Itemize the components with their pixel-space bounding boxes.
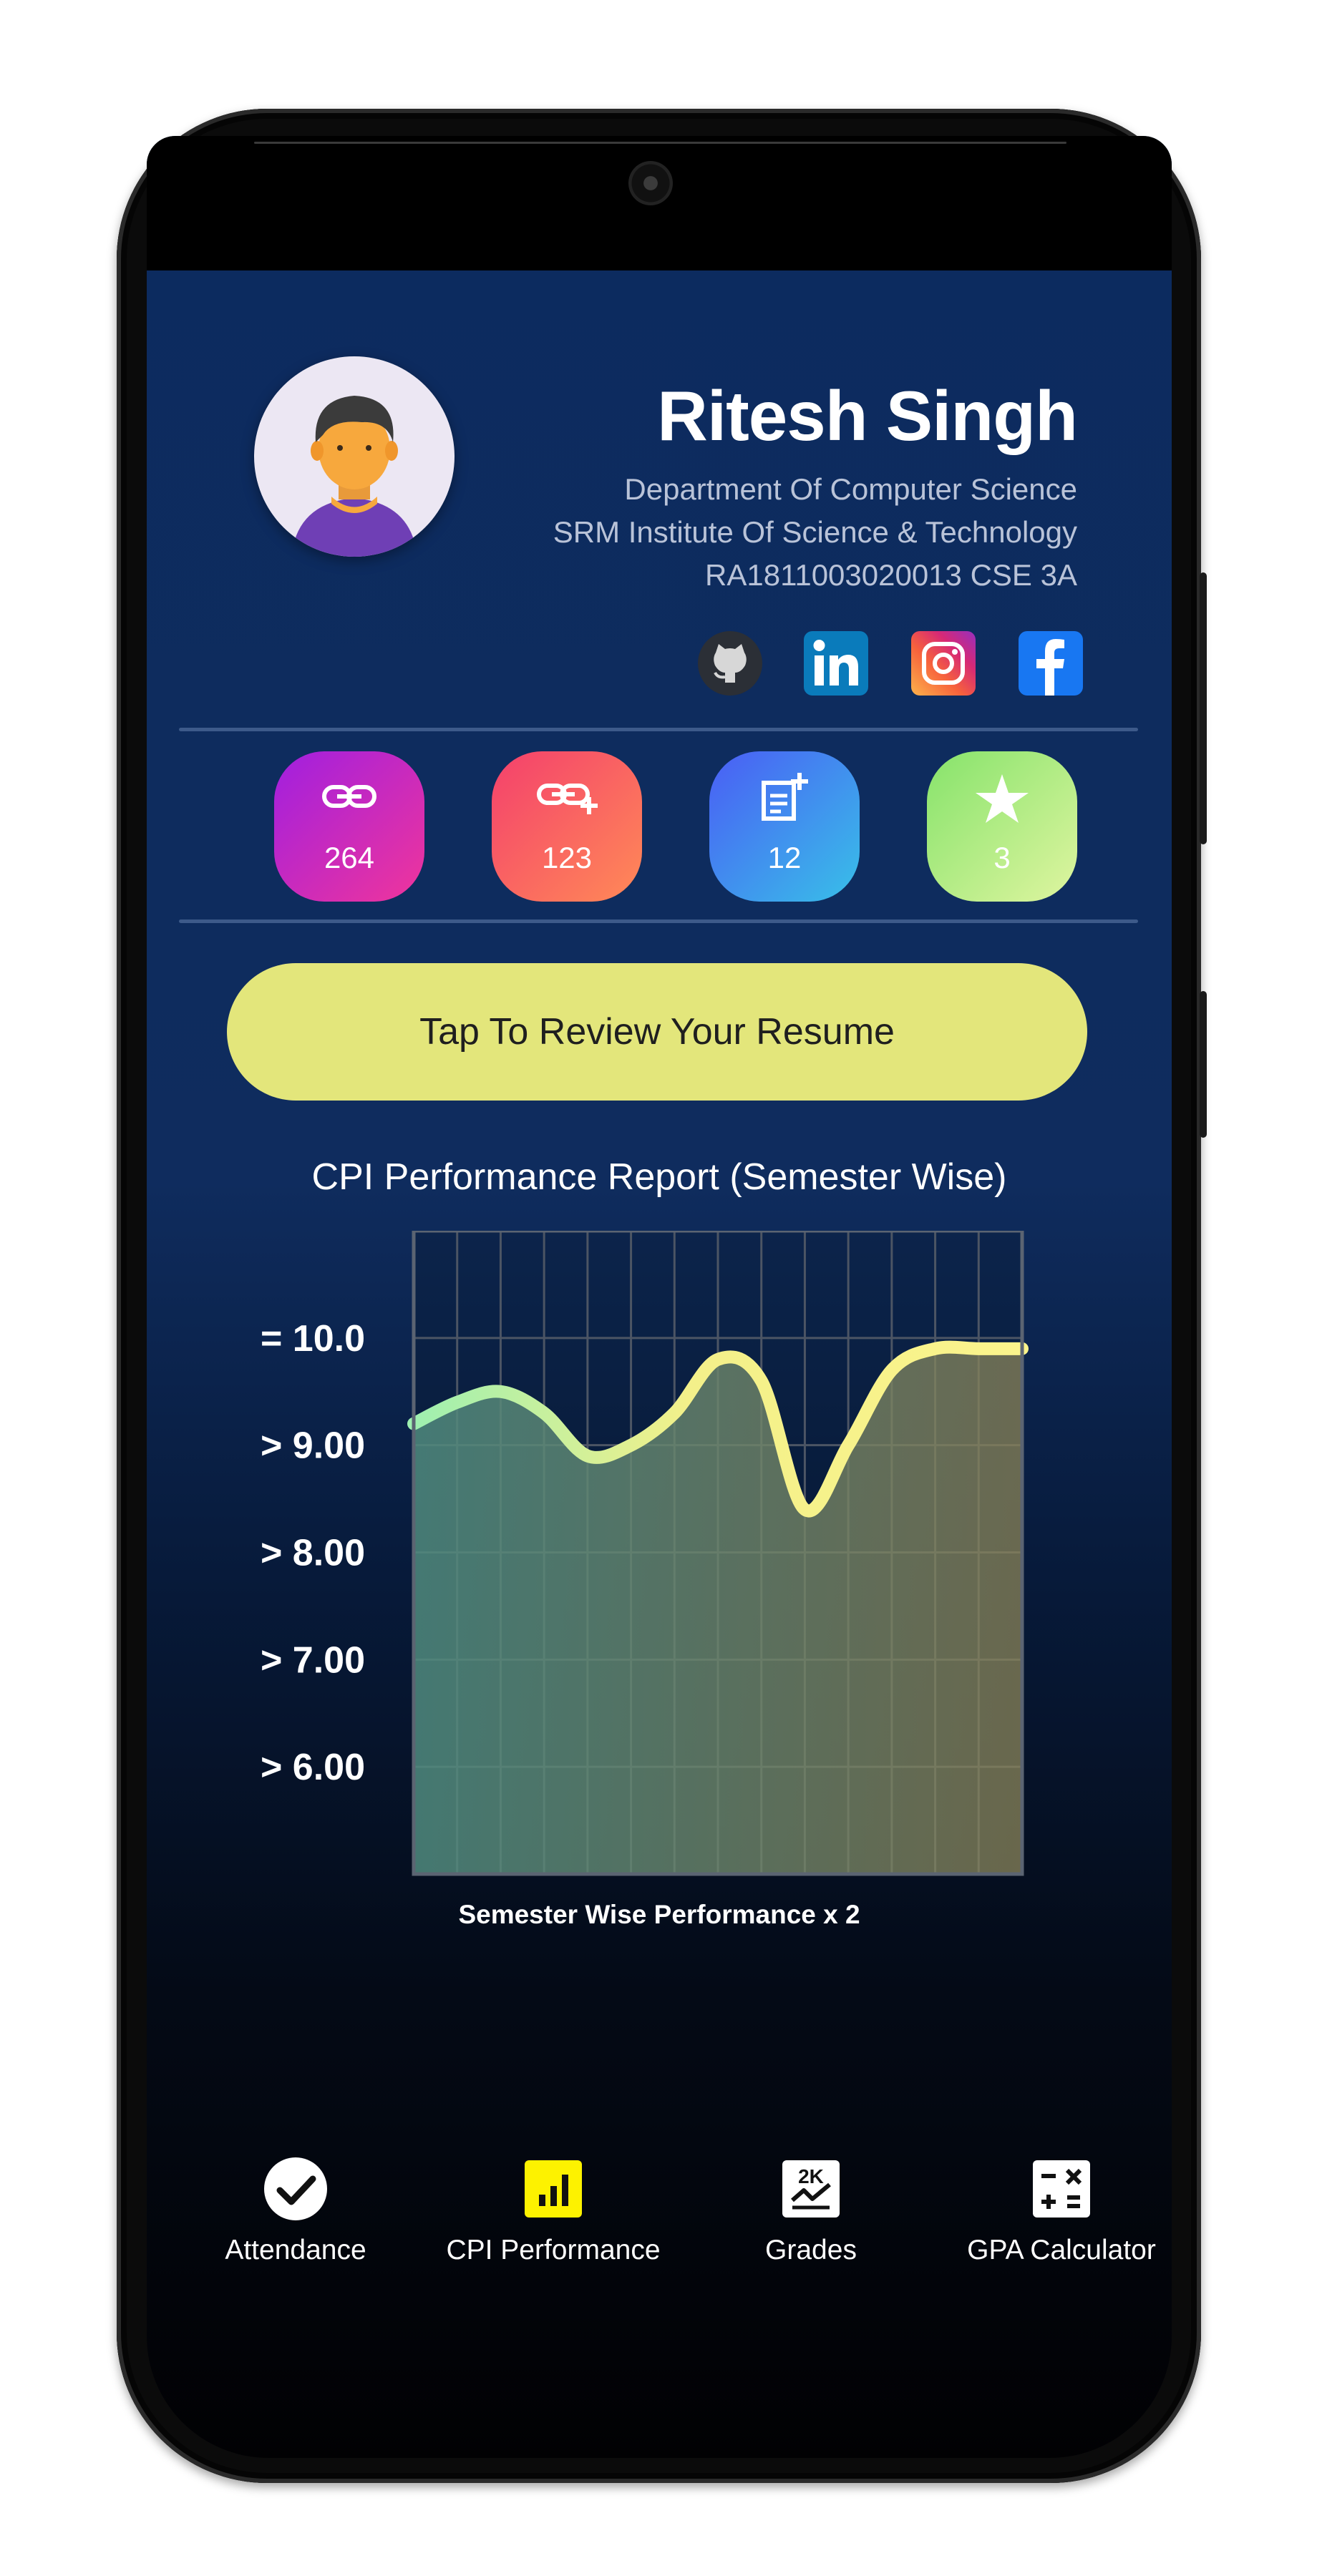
stat-added-links[interactable]: 123 [492,751,642,902]
chart-data-point [760,1380,763,1382]
chart-data-point [543,1412,545,1415]
nav-cpi-performance[interactable]: CPI Performance [446,2157,661,2286]
stat-value: 264 [324,841,375,874]
speaker-grille [254,142,1066,144]
instagram-icon [922,642,965,685]
chart-y-tick-label: > 8.00 [261,1533,365,1574]
nav-label: Grades [765,2235,857,2265]
chart-data-point [803,1508,806,1511]
person-icon [291,396,417,557]
svg-text:2K: 2K [798,2165,824,2187]
github-link[interactable] [698,631,762,696]
check-circle-icon [264,2157,327,2220]
cpi-chart: = 10.0 > 9.00 > 8.00 > 7.00 > 6.00 [261,1231,1029,1876]
stat-value: 12 [767,841,802,874]
profile-institute: SRM Institute Of Science & Technology [553,515,1077,549]
stat-value: 123 [541,841,593,874]
chart-data-point [456,1401,459,1404]
chart-border [412,1231,1024,1876]
chart-data-point [890,1369,893,1372]
instagram-link[interactable] [911,631,976,696]
github-icon [714,644,747,683]
power-button [1200,991,1207,1138]
chart-data-point [934,1347,937,1350]
chart-y-tick-label: = 10.0 [261,1318,365,1360]
avatar[interactable] [254,356,455,557]
chart-data-point [586,1455,589,1458]
facebook-link[interactable] [1019,631,1083,696]
star-icon [976,774,1029,823]
stat-notes[interactable]: 12 [709,751,860,902]
chart-data-point [977,1347,980,1350]
nav-attendance[interactable]: Attendance [188,2157,403,2286]
chart-title: CPI Performance Report (Semester Wise) [311,1156,1007,1198]
chart-x-label: Semester Wise Performance x 2 [458,1900,860,1929]
nav-gpa-calculator[interactable]: GPA Calculator [954,2157,1169,2286]
grades-icon: 2K [782,2160,840,2218]
profile-registration: RA1811003020013 CSE 3A [705,558,1077,592]
front-camera [628,161,673,205]
nav-grades[interactable]: 2K Grades [704,2157,918,2286]
profile-name: Ritesh Singh [657,376,1078,455]
divider [179,919,1138,923]
divider [179,728,1138,731]
chart-data-point [499,1390,502,1393]
calculator-icon [1033,2160,1090,2218]
bar-chart-icon [525,2160,582,2218]
status-bar [147,136,1172,270]
nav-label: CPI Performance [446,2235,661,2265]
chart-area-fill [414,1347,1022,1874]
profile-department: Department Of Computer Science [624,472,1077,506]
chart-data-point [847,1444,850,1447]
volume-button [1200,572,1207,844]
app-screen: Ritesh Singh Department Of Computer Scie… [147,136,1172,2458]
linkedin-link[interactable] [804,631,868,696]
linkedin-icon [813,640,858,686]
nav-label: Attendance [225,2235,366,2265]
chart-data-point [673,1412,676,1415]
add-link-icon [537,784,598,814]
stat-links[interactable]: 264 [274,751,424,902]
facebook-icon [1036,639,1064,696]
chart-y-tick-label: > 9.00 [261,1425,365,1467]
chart-y-tick-label: > 7.00 [261,1639,365,1681]
chart-y-tick-label: > 6.00 [261,1747,365,1788]
chart-series-line [407,1340,1029,1518]
review-resume-button[interactable]: Tap To Review Your Resume [227,963,1087,1101]
stat-value: 3 [993,841,1011,874]
link-icon [322,785,376,808]
stat-stars[interactable]: 3 [927,751,1077,902]
nav-label: GPA Calculator [967,2235,1156,2265]
chart-data-point [716,1358,719,1361]
chart-data-point [630,1444,633,1447]
note-add-icon [762,773,808,821]
